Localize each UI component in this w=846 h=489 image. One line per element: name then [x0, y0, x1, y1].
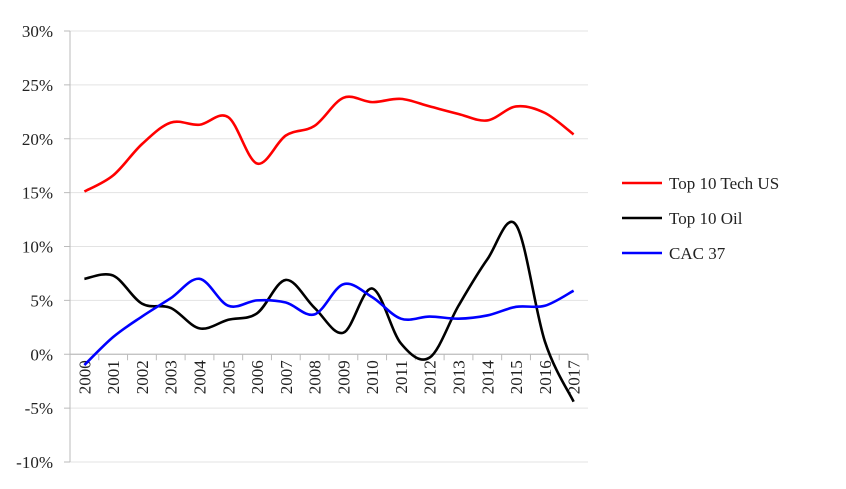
y-tick-label: 5%	[30, 291, 53, 310]
y-tick-label: -5%	[25, 399, 53, 418]
x-tick-label: 2013	[450, 360, 469, 394]
x-tick-label: 2008	[306, 360, 325, 394]
x-tick-label: 2001	[104, 360, 123, 394]
y-tick-label: 15%	[22, 184, 53, 203]
legend-label-cac-37: CAC 37	[669, 244, 726, 263]
x-tick-label: 2005	[219, 360, 238, 394]
x-tick-label: 2012	[421, 360, 440, 394]
x-tick-label: 2017	[565, 360, 584, 395]
legend-label-top-10-oil: Top 10 Oil	[669, 209, 743, 228]
x-tick-label: 2015	[507, 360, 526, 394]
y-tick-label: 30%	[22, 22, 53, 41]
x-tick-label: 2003	[162, 360, 181, 394]
x-tick-label: 2000	[75, 360, 94, 394]
x-tick-label: 2016	[536, 360, 555, 394]
x-tick-label: 2004	[191, 360, 210, 395]
legend-label-top-10-tech-us: Top 10 Tech US	[669, 174, 779, 193]
y-tick-label: 25%	[22, 76, 53, 95]
y-tick-label: 20%	[22, 130, 53, 149]
x-axis: 2000 2001 2002 2003 2004 2005 2006 2007 2008 2009…	[69, 353, 589, 395]
x-tick-label: 2014	[478, 360, 497, 395]
legend: Top 10 Tech US Top 10 Oil CAC 37	[622, 174, 779, 263]
y-tick-label: 10%	[22, 238, 53, 257]
x-tick-label: 2010	[363, 360, 382, 394]
x-tick-label: 2002	[133, 360, 152, 394]
y-tick-label: 0%	[30, 345, 53, 364]
series-lines	[83, 95, 575, 403]
series-line-top-10-oil	[84, 220, 575, 403]
series-line-top-10-tech-us	[83, 95, 575, 193]
x-tick-label: 2009	[334, 360, 353, 394]
y-tick-label: -10%	[16, 453, 53, 472]
x-tick-label: 2006	[248, 360, 267, 394]
gridlines	[70, 30, 588, 463]
x-tick-label: 2007	[277, 360, 296, 395]
x-tick-label: 2011	[392, 360, 411, 393]
y-axis-ticks: 30% 25% 20% 15% 10% 5% 0% -5% -10%	[16, 22, 71, 472]
series-line-cac-37	[83, 277, 575, 366]
